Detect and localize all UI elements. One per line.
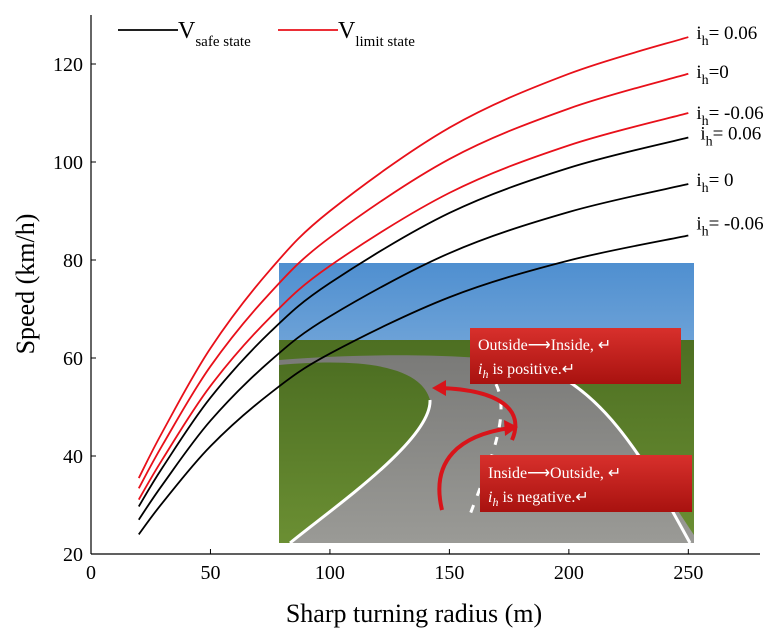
label-rest: = 0.06	[709, 23, 758, 44]
y-tick-label: 80	[63, 250, 83, 272]
label-rest: = 0.06	[713, 124, 762, 145]
callout-line1: Inside⟶Outside, ↵	[488, 465, 621, 482]
x-axis-title: Sharp turning radius (m)	[286, 599, 542, 628]
label-main: i	[696, 214, 701, 235]
label-main: i	[696, 62, 701, 83]
label-main: i	[696, 103, 701, 124]
inset-image	[279, 263, 694, 545]
label-sub: h	[702, 181, 709, 196]
line-series	[138, 112, 689, 501]
legend-name: V	[338, 18, 356, 44]
legend-sub: safe state	[195, 34, 251, 50]
x-tick-label: 0	[86, 562, 96, 584]
line-series	[137, 36, 689, 479]
legend-label: Vsafe state	[178, 18, 251, 50]
callout-var: i	[488, 489, 492, 506]
label-rest: = 0	[709, 170, 734, 191]
x-tick-label: 200	[554, 562, 584, 584]
x-tick-label: 250	[673, 562, 703, 584]
series-label: ih= -0.06	[696, 214, 763, 240]
y-tick-label: 60	[63, 348, 83, 370]
line-series	[138, 136, 689, 507]
line-series	[137, 72, 689, 489]
y-tick-label: 20	[63, 544, 83, 566]
line-series	[138, 234, 689, 535]
x-tick-label: 50	[200, 562, 220, 584]
line-series	[138, 183, 689, 521]
callout-var-sub: h	[492, 495, 498, 509]
legend-sub: limit state	[355, 34, 415, 50]
label-sub: h	[706, 135, 713, 150]
label-rest: =0	[709, 62, 729, 83]
legend-label: Vlimit state	[338, 18, 415, 50]
callout-text: is positive.↵	[488, 361, 575, 378]
callout-var: i	[478, 361, 482, 378]
label-main: i	[700, 124, 705, 145]
series-label: ih= 0	[696, 170, 733, 196]
label-rest: = -0.06	[709, 103, 764, 124]
callout-line1: Outside⟶Inside, ↵	[478, 337, 611, 354]
legend-name: V	[178, 18, 196, 44]
callout-text: is negative.↵	[498, 489, 588, 506]
y-tick-label: 120	[53, 54, 83, 76]
series-label: ih=0	[696, 62, 729, 88]
label-main: i	[696, 23, 701, 44]
label-main: i	[696, 170, 701, 191]
label-sub: h	[702, 114, 709, 129]
series-label: ih= 0.06	[700, 124, 761, 150]
callout-line2: ih is negative.↵	[488, 489, 589, 509]
label-sub: h	[702, 34, 709, 49]
label-rest: = -0.06	[709, 214, 764, 235]
y-tick-label: 40	[63, 446, 83, 468]
callout-line2: ih is positive.↵	[478, 361, 575, 381]
y-tick-label: 100	[53, 152, 83, 174]
label-sub: h	[702, 73, 709, 88]
label-sub: h	[702, 225, 709, 240]
callout-var-sub: h	[482, 367, 488, 381]
series-label: ih= 0.06	[696, 23, 757, 49]
x-tick-label: 150	[434, 562, 464, 584]
series-label: ih= -0.06	[696, 103, 763, 129]
x-tick-label: 100	[315, 562, 345, 584]
y-axis-title: Speed (km/h)	[11, 214, 40, 355]
